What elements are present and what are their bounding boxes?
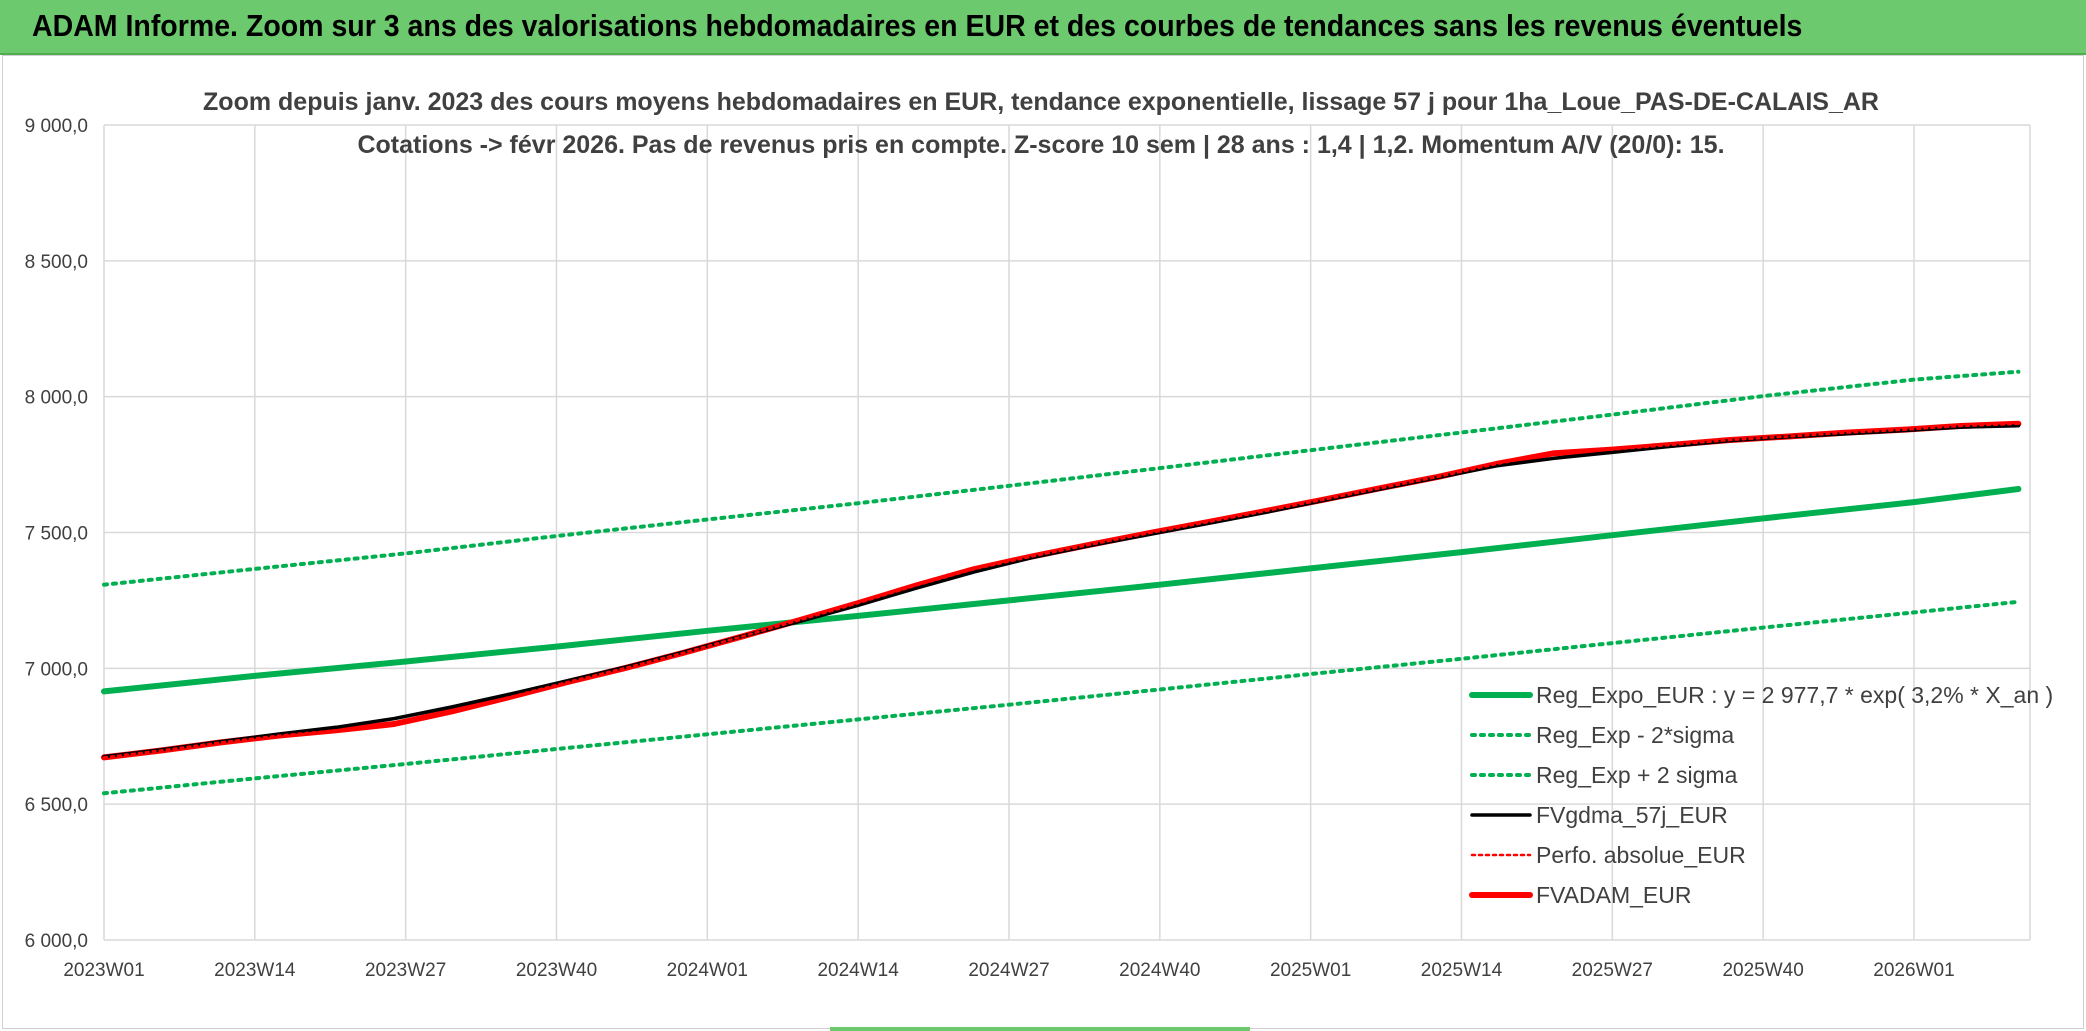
legend: Reg_Expo_EUR : y = 2 977,7 * exp( 3,2% *… (1469, 682, 2053, 908)
x-tick-label: 2025W01 (1270, 960, 1351, 981)
y-tick-label: 6 500,0 (25, 795, 88, 816)
series (101, 369, 2022, 796)
report-title: ADAM Informe. Zoom sur 3 ans des valoris… (32, 8, 1803, 43)
x-tick-label: 2026W01 (1873, 960, 1954, 981)
x-tick-label: 2025W14 (1421, 960, 1503, 981)
bottom-accent (830, 1027, 1250, 1031)
y-tick-label: 7 500,0 (25, 524, 88, 545)
legend-entry: Reg_Exp - 2*sigma (1536, 722, 1734, 748)
x-tick-label: 2025W40 (1722, 960, 1803, 981)
legend-entry: FVgdma_57j_EUR (1536, 802, 1728, 828)
legend-entry: Reg_Expo_EUR : y = 2 977,7 * exp( 3,2% *… (1536, 682, 2053, 708)
x-tick-label: 2023W01 (63, 960, 144, 981)
axes: 6 000,0 6 500,0 7 000,0 7 500,0 8 000,0 8 500… (25, 116, 1955, 981)
y-tick-label: 9 000,0 (25, 116, 88, 137)
x-tick-label: 2024W14 (817, 960, 899, 981)
x-tick-label: 2024W40 (1119, 960, 1200, 981)
y-tick-label: 6 000,0 (25, 931, 88, 952)
y-tick-label: 7 000,0 (25, 659, 88, 680)
report-banner: ADAM Informe. Zoom sur 3 ans des valoris… (0, 0, 2086, 55)
x-tick-label: 2024W27 (968, 960, 1049, 981)
x-tick-label: 2024W01 (667, 960, 748, 981)
series-line-2 (102, 369, 2021, 587)
grid (103, 124, 2031, 941)
y-tick-label: 8 500,0 (25, 252, 88, 273)
series-line-4 (102, 422, 2020, 759)
series-line-1 (102, 599, 2021, 796)
series-line-0 (101, 486, 2022, 695)
legend-entry: FVADAM_EUR (1536, 882, 1692, 908)
chart-title: Zoom depuis janv. 2023 des cours moyens … (203, 88, 1879, 116)
legend-entry: Perfo. absolue_EUR (1536, 842, 1746, 868)
x-tick-label: 2023W27 (365, 960, 446, 981)
chart-subtitle: Cotations -> févr 2026. Pas de revenus p… (357, 131, 1724, 159)
legend-entry: Reg_Exp + 2 sigma (1536, 762, 1738, 788)
x-tick-label: 2023W14 (214, 960, 296, 981)
y-tick-label: 8 000,0 (25, 388, 88, 409)
x-tick-label: 2023W40 (516, 960, 597, 981)
x-tick-label: 2025W27 (1572, 960, 1653, 981)
